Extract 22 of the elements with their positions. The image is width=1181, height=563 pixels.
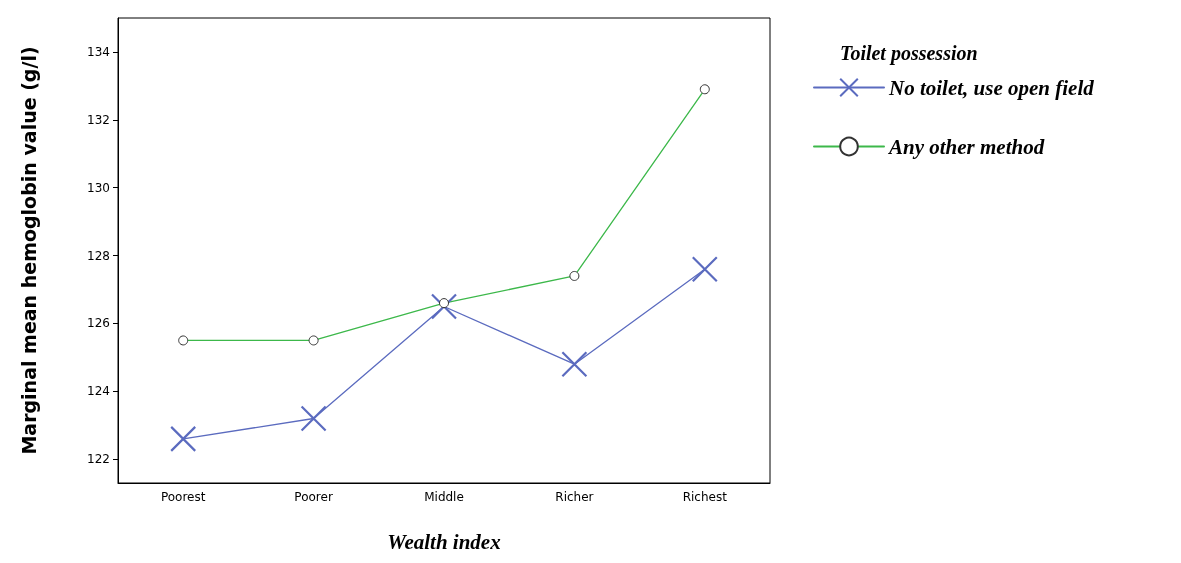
legend-title: Toilet possession [840,42,978,65]
y-axis-title: Marginal mean hemoglobin value (g/l) [17,46,40,455]
point [691,256,718,283]
point [170,425,197,452]
point [561,351,588,378]
y-tick-label: 134 [87,44,110,59]
point [430,293,458,320]
x-tick-label: Richest [682,490,728,504]
x-tick-label: Middle [424,490,464,504]
x-axis-title: Wealth index [387,529,501,554]
y-tick-label: 126 [87,316,110,331]
x-tick-label: Poorer [294,490,333,504]
x-tick-label: Poorest [160,490,206,504]
y-tick-label: 124 [87,384,110,399]
y-tick-label: 130 [87,180,110,195]
legend-label: No toilet, use open field [888,75,1095,100]
x-tick-label: Richer [555,490,594,504]
y-tick-label: 122 [87,452,110,467]
y-tick-label: 132 [87,112,110,127]
point [300,405,327,432]
legend-label: Any other method [887,134,1045,159]
y-tick-label: 128 [87,248,110,263]
